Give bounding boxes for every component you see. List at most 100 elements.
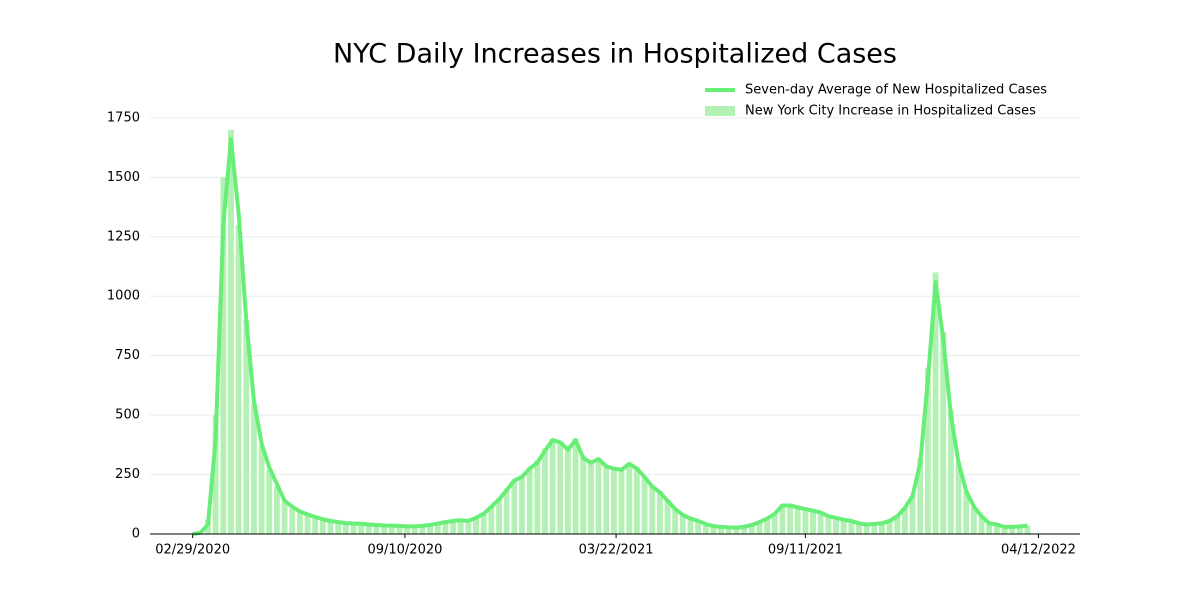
- bar: [404, 526, 411, 534]
- x-tick-label: 09/10/2020: [367, 543, 442, 558]
- bar: [595, 457, 602, 534]
- bar: [702, 524, 709, 534]
- bar: [220, 177, 227, 534]
- bar: [388, 525, 395, 534]
- bar: [886, 520, 893, 534]
- bar: [649, 486, 656, 534]
- bar: [289, 507, 296, 534]
- bar: [656, 491, 663, 534]
- bar: [427, 524, 434, 534]
- bar: [679, 514, 686, 534]
- bar: [879, 523, 885, 534]
- bar: [511, 479, 518, 534]
- bar: [817, 512, 824, 534]
- bar: [534, 460, 541, 534]
- bar: [603, 465, 610, 534]
- y-tick-label: 750: [115, 348, 140, 363]
- chart-title: NYC Daily Increases in Hospitalized Case…: [333, 39, 897, 70]
- bar: [794, 507, 801, 534]
- bar: [932, 272, 939, 534]
- y-tick-label: 500: [115, 408, 140, 423]
- bar: [572, 438, 579, 534]
- bar: [695, 520, 702, 534]
- bar: [243, 320, 250, 534]
- bar: [687, 518, 694, 534]
- bar: [396, 525, 403, 534]
- bar: [457, 519, 464, 534]
- bar: [258, 446, 265, 534]
- bar: [542, 448, 548, 534]
- bar: [442, 522, 449, 534]
- bar: [526, 467, 533, 534]
- legend-swatch: [705, 106, 735, 116]
- bar: [863, 524, 870, 534]
- line: [192, 137, 1028, 536]
- bar: [251, 403, 257, 534]
- bar: [871, 524, 878, 534]
- bar: [557, 441, 564, 534]
- bar: [580, 455, 587, 534]
- bar: [940, 331, 947, 534]
- y-tick-label: 0: [132, 527, 140, 542]
- bar: [894, 516, 901, 534]
- bar: [802, 509, 809, 534]
- bar: [434, 523, 441, 534]
- bar: [955, 462, 962, 534]
- bar: [358, 523, 365, 534]
- bar: [672, 509, 679, 534]
- x-tick-label: 03/22/2021: [579, 543, 654, 558]
- bar: [741, 526, 748, 534]
- bar: [381, 525, 388, 534]
- bar: [1016, 526, 1023, 534]
- bar: [833, 518, 839, 534]
- bar: [756, 522, 763, 534]
- bar: [503, 488, 510, 534]
- y-tick-label: 1000: [107, 289, 140, 304]
- bar: [319, 519, 326, 534]
- bar: [779, 504, 786, 534]
- bar: [748, 524, 755, 534]
- bar: [281, 500, 288, 534]
- bar: [970, 507, 977, 534]
- bar: [856, 523, 862, 534]
- bar: [993, 524, 1000, 534]
- bar: [274, 486, 280, 534]
- bar: [473, 517, 479, 534]
- bar: [419, 525, 426, 534]
- bar: [664, 500, 671, 534]
- y-tick-label: 250: [115, 467, 140, 482]
- bar: [565, 448, 571, 534]
- bar: [549, 438, 556, 534]
- bar: [840, 519, 847, 534]
- x-tick-label: 04/12/2022: [1001, 543, 1076, 558]
- bar: [1001, 527, 1008, 534]
- bar: [902, 507, 908, 534]
- bar: [848, 520, 855, 534]
- bar: [618, 469, 625, 534]
- bar: [917, 457, 924, 534]
- bar: [633, 467, 640, 534]
- y-tick-label: 1750: [107, 110, 140, 125]
- bar: [641, 476, 648, 534]
- bar: [480, 512, 487, 534]
- bar: [342, 523, 349, 534]
- y-tick-label: 1250: [107, 229, 140, 244]
- bar: [947, 410, 954, 534]
- bar: [810, 511, 816, 534]
- x-tick-label: 02/29/2020: [155, 543, 230, 558]
- bar: [626, 462, 633, 534]
- bar: [496, 498, 502, 534]
- bar: [266, 469, 273, 534]
- bar: [825, 516, 832, 534]
- bar: [610, 468, 617, 534]
- bar: [235, 224, 242, 535]
- bar: [488, 505, 495, 534]
- bar: [296, 511, 303, 534]
- bar: [764, 518, 770, 534]
- bar: [718, 526, 725, 534]
- bar: [373, 524, 380, 534]
- bar: [228, 129, 234, 535]
- bar: [725, 527, 732, 534]
- bar: [963, 491, 970, 534]
